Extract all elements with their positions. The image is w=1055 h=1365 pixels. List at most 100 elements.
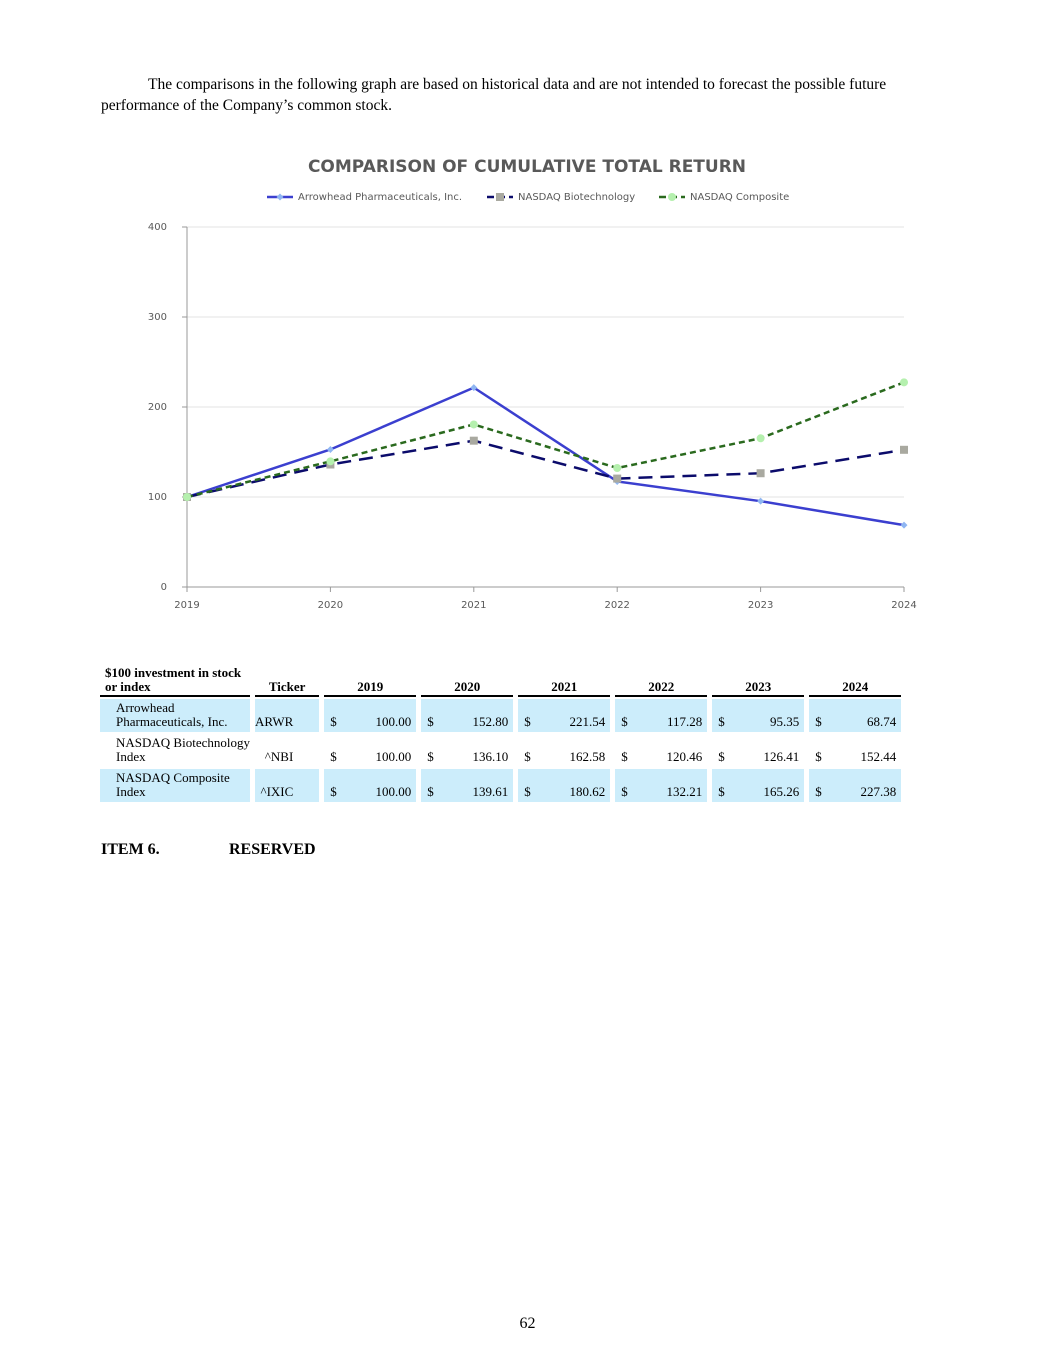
- cell-content: $117.28: [615, 715, 707, 729]
- y-tick-label: 300: [148, 312, 167, 323]
- page-number: 62: [519, 1315, 536, 1332]
- cell-content: $136.10: [421, 750, 513, 764]
- data-point: [757, 497, 765, 505]
- legend-label: NASDAQ Biotechnology: [518, 192, 635, 203]
- value-cell: $227.38: [809, 769, 902, 802]
- x-tick-label: 2020: [318, 600, 343, 611]
- currency-sign: $: [815, 714, 822, 729]
- data-point: [469, 420, 478, 429]
- header-cell: 2024: [809, 666, 902, 697]
- currency-sign: $: [427, 749, 434, 764]
- cell-content: $152.44: [809, 750, 901, 764]
- currency-sign: $: [524, 749, 531, 764]
- legend-marker: [496, 193, 504, 201]
- cell-value: 132.21: [666, 784, 703, 799]
- cell-content: $180.62: [518, 785, 610, 799]
- series-line: [186, 386, 905, 527]
- chart: COMPARISON OF CUMULATIVE TOTAL RETURN 0 1…: [148, 157, 917, 611]
- legend-marker: [668, 193, 676, 201]
- header-cell: 2019: [324, 666, 417, 697]
- x-tick-label: 2022: [604, 600, 629, 611]
- cell-value: 136.10: [472, 749, 509, 764]
- value-cell: $120.46: [615, 734, 707, 767]
- cell-value: 68.74: [867, 714, 897, 729]
- cell-value: 180.62: [569, 784, 606, 799]
- data-point: [326, 457, 335, 466]
- item-heading: ITEM 6. RESERVED: [101, 841, 316, 859]
- data-point: [183, 493, 191, 501]
- value-cell: $132.21: [615, 769, 708, 802]
- cell-content: $68.74: [809, 715, 901, 729]
- data-point: [900, 378, 908, 387]
- legend-label: NASDAQ Composite: [690, 192, 789, 203]
- ticker: ARWR: [255, 699, 320, 732]
- value-cell: $100.00: [324, 769, 417, 802]
- value-cell: $68.74: [809, 699, 902, 732]
- chart-title: COMPARISON OF CUMULATIVE TOTAL RETURN: [308, 157, 746, 177]
- y-tick-label: 400: [148, 222, 167, 233]
- cell-value: 227.38: [860, 784, 897, 799]
- value-cell: $152.80: [421, 699, 514, 732]
- ticker: ^IXIC: [255, 769, 320, 802]
- value-cell: $117.28: [615, 699, 708, 732]
- data-point: [469, 436, 478, 445]
- cell-value: 165.26: [763, 784, 800, 799]
- x-tick-label: 2023: [748, 600, 773, 611]
- currency-sign: $: [330, 714, 337, 729]
- value-cell: $100.00: [324, 734, 416, 767]
- series-line: [186, 439, 905, 499]
- value-cell: $165.26: [712, 769, 805, 802]
- cell-value: 100.00: [375, 714, 412, 729]
- data-point: [756, 469, 765, 478]
- cell-content: $126.41: [712, 750, 804, 764]
- cell-value: 126.41: [763, 749, 800, 764]
- cell-value: 120.46: [666, 749, 703, 764]
- cell-value: 162.58: [569, 749, 606, 764]
- header-cell: Ticker: [255, 666, 320, 697]
- legend-item: NASDAQ Biotechnology: [487, 192, 635, 203]
- currency-sign: $: [330, 749, 337, 764]
- currency-sign: $: [815, 784, 822, 799]
- row-name: NASDAQ Composite Index: [100, 769, 250, 802]
- currency-sign: $: [427, 714, 434, 729]
- currency-sign: $: [427, 784, 434, 799]
- cell-value: 100.00: [375, 784, 412, 799]
- currency-sign: $: [718, 714, 725, 729]
- x-tick-label: 2024: [891, 600, 916, 611]
- y-tick-label: 100: [148, 492, 167, 503]
- value-cell: $126.41: [712, 734, 804, 767]
- header-cell: 2021: [518, 666, 611, 697]
- value-cell: $162.58: [518, 734, 610, 767]
- value-cell: $152.44: [809, 734, 901, 767]
- intro-paragraph: The comparisons in the following graph a…: [101, 76, 887, 114]
- series-line: [186, 381, 905, 499]
- legend-marker: [276, 193, 284, 201]
- legend-label: Arrowhead Pharmaceuticals, Inc.: [298, 192, 462, 203]
- currency-sign: $: [621, 749, 628, 764]
- currency-sign: $: [524, 714, 531, 729]
- data-point: [470, 384, 478, 392]
- value-cell: $136.10: [421, 734, 513, 767]
- y-tick-label: 0: [161, 582, 167, 593]
- data-point: [326, 445, 334, 453]
- x-tick-label: 2019: [174, 600, 199, 611]
- cell-content: $221.54: [518, 715, 610, 729]
- data-point: [756, 434, 765, 443]
- value-cell: $139.61: [421, 769, 514, 802]
- x-tick-label: 2021: [461, 600, 486, 611]
- table-row: NASDAQ Biotechnology Index ^NBI $100.00 $13…: [100, 734, 901, 767]
- cell-content: $227.38: [809, 785, 901, 799]
- header-cell: 2023: [712, 666, 805, 697]
- data-point: [613, 464, 622, 473]
- legend-item: Arrowhead Pharmaceuticals, Inc.: [267, 192, 462, 203]
- return-table: $100 investment in stock or index Ticker 2…: [95, 664, 906, 804]
- table-row: NASDAQ Composite Index ^IXIC $100.00 $139.6…: [100, 769, 902, 802]
- cell-content: $139.61: [421, 785, 513, 799]
- item-number: ITEM 6.: [101, 841, 160, 858]
- cell-value: 152.80: [472, 714, 509, 729]
- cell-value: 117.28: [667, 714, 703, 729]
- header-cell: 2022: [615, 666, 708, 697]
- value-cell: $221.54: [518, 699, 611, 732]
- currency-sign: $: [621, 714, 628, 729]
